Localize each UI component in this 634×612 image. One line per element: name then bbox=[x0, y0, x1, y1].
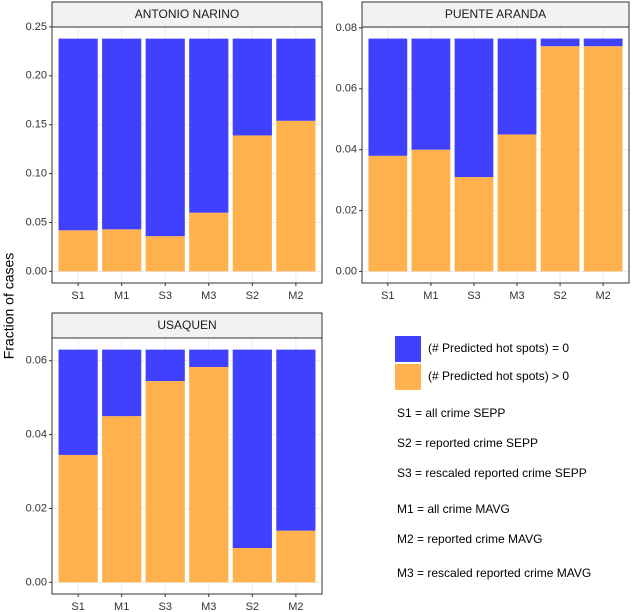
y-tick-label: 0.20 bbox=[26, 70, 47, 82]
panel-border bbox=[51, 26, 323, 284]
annotation: M3 = rescaled reported crime MAVG bbox=[397, 566, 591, 580]
x-tick-label: M3 bbox=[201, 601, 216, 612]
x-tick-label: S3 bbox=[158, 290, 171, 302]
bar-segment bbox=[232, 548, 272, 583]
y-tick-label: 0.15 bbox=[26, 119, 47, 131]
bar-segment bbox=[58, 454, 98, 583]
y-axis-label: Fraction of cases bbox=[1, 253, 17, 360]
bar-segment bbox=[540, 46, 580, 272]
panel-border bbox=[51, 337, 323, 595]
annotation: S1 = all crime SEPP bbox=[397, 406, 505, 420]
x-tick-label: S1 bbox=[71, 290, 84, 302]
y-tick-label: 0.00 bbox=[26, 576, 47, 588]
bar-segment bbox=[368, 155, 408, 272]
bar-segment bbox=[583, 38, 623, 47]
x-tick-label: M3 bbox=[509, 290, 524, 302]
bar-segment bbox=[145, 38, 185, 237]
x-tick-label: M2 bbox=[596, 290, 611, 302]
bar-segment bbox=[58, 38, 98, 231]
x-tick-label: M2 bbox=[288, 601, 303, 612]
x-tick-label: S2 bbox=[553, 290, 566, 302]
bar-segment bbox=[540, 38, 580, 47]
legend-swatch bbox=[395, 364, 421, 390]
x-tick-label: S1 bbox=[381, 290, 394, 302]
y-tick-label: 0.02 bbox=[336, 204, 357, 216]
bar-segment bbox=[276, 38, 316, 121]
annotation: S2 = reported crime SEPP bbox=[397, 436, 538, 450]
bar-segment bbox=[411, 149, 451, 272]
annotation: M1 = all crime MAVG bbox=[397, 502, 510, 516]
x-tick-label: M1 bbox=[114, 290, 129, 302]
bar-segment bbox=[145, 349, 185, 382]
bar-segment bbox=[145, 381, 185, 583]
bar-segment bbox=[232, 135, 272, 272]
bar-segment bbox=[454, 177, 494, 272]
panel-border bbox=[361, 26, 630, 284]
bar-segment bbox=[454, 38, 494, 178]
x-tick-label: S2 bbox=[246, 290, 259, 302]
x-tick-label: M3 bbox=[201, 290, 216, 302]
x-tick-label: S1 bbox=[71, 601, 84, 612]
x-tick-label: S2 bbox=[246, 601, 259, 612]
bar-segment bbox=[368, 38, 408, 156]
x-tick-label: M1 bbox=[423, 290, 438, 302]
strip bbox=[51, 312, 323, 339]
bar-segment bbox=[145, 236, 185, 272]
bar-segment bbox=[232, 349, 272, 549]
panel-title: USAQUEN bbox=[157, 318, 216, 332]
y-tick-label: 0.08 bbox=[336, 22, 357, 34]
x-tick-label: S3 bbox=[158, 601, 171, 612]
bar-segment bbox=[497, 134, 537, 272]
bar-segment bbox=[232, 38, 272, 136]
y-tick-label: 0.10 bbox=[26, 167, 47, 179]
panel-title: PUENTE ARANDA bbox=[445, 7, 546, 21]
y-tick-label: 0.02 bbox=[26, 502, 47, 514]
y-tick-label: 0.04 bbox=[336, 144, 357, 156]
bar-segment bbox=[102, 416, 142, 583]
annotation: S3 = rescaled reported crime SEPP bbox=[397, 466, 587, 480]
x-tick-label: M1 bbox=[114, 601, 129, 612]
annotation: M2 = reported crime MAVG bbox=[397, 532, 543, 546]
strip bbox=[51, 1, 323, 28]
bar-segment bbox=[497, 38, 537, 135]
y-tick-label: 0.00 bbox=[336, 265, 357, 277]
bar-segment bbox=[58, 230, 98, 272]
strip bbox=[361, 1, 630, 28]
bar-segment bbox=[276, 530, 316, 583]
x-tick-label: M2 bbox=[288, 290, 303, 302]
y-tick-label: 0.06 bbox=[336, 83, 357, 95]
y-tick-label: 0.04 bbox=[26, 429, 47, 441]
panel-title: ANTONIO NARINO bbox=[135, 7, 239, 21]
legend-swatch bbox=[395, 336, 421, 362]
x-tick-label: S3 bbox=[467, 290, 480, 302]
legend-label: (# Predicted hot spots) > 0 bbox=[428, 369, 569, 383]
y-tick-label: 0.06 bbox=[26, 355, 47, 367]
bar-segment bbox=[189, 366, 229, 583]
bar-segment bbox=[189, 349, 229, 367]
y-tick-label: 0.25 bbox=[26, 21, 47, 33]
bar-segment bbox=[411, 38, 451, 150]
y-tick-label: 0.00 bbox=[26, 265, 47, 277]
bar-segment bbox=[276, 349, 316, 531]
bar-segment bbox=[102, 349, 142, 417]
bar-segment bbox=[58, 349, 98, 455]
bar-segment bbox=[189, 212, 229, 272]
bar-segment bbox=[102, 38, 142, 230]
bar-segment bbox=[276, 120, 316, 272]
legend-label: (# Predicted hot spots) = 0 bbox=[428, 341, 569, 355]
bar-segment bbox=[102, 229, 142, 272]
bar-segment bbox=[583, 46, 623, 272]
bar-segment bbox=[189, 38, 229, 213]
y-tick-label: 0.05 bbox=[26, 216, 47, 228]
